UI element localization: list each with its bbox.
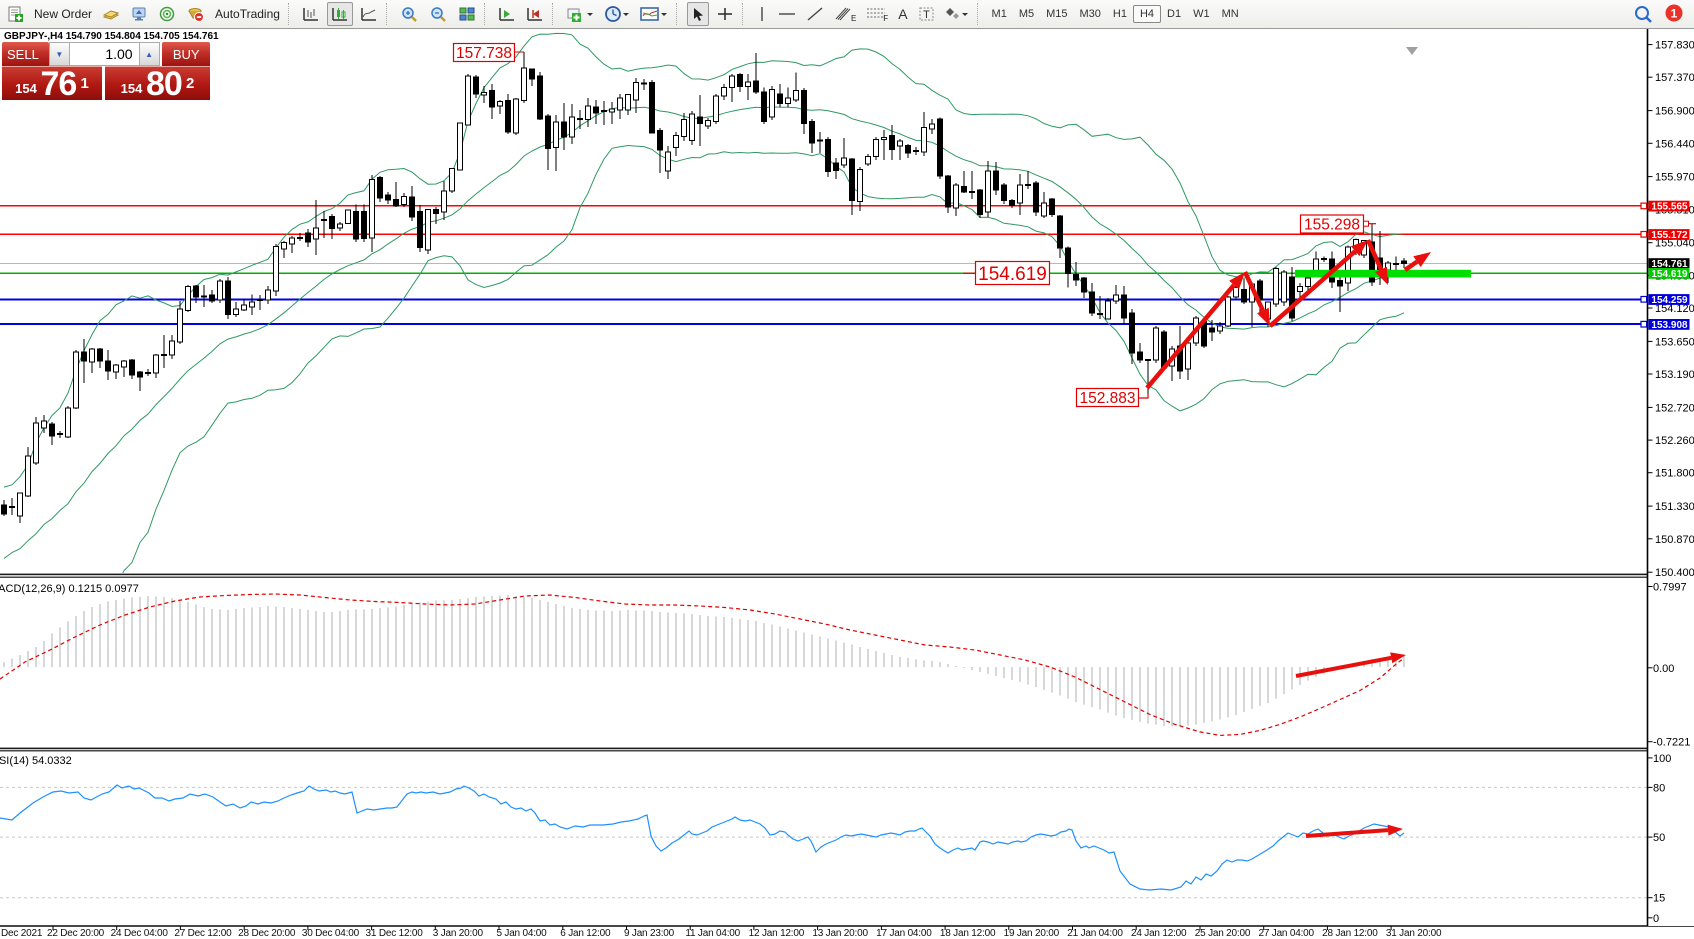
svg-text:6 Jan 12:00: 6 Jan 12:00 xyxy=(560,928,611,939)
svg-text:157.370: 157.370 xyxy=(1655,72,1694,84)
svg-text:24 Dec 04:00: 24 Dec 04:00 xyxy=(111,928,169,939)
svg-text:156.440: 156.440 xyxy=(1655,138,1694,150)
svg-text:154.761: 154.761 xyxy=(1651,259,1688,270)
svg-text:5 Jan 04:00: 5 Jan 04:00 xyxy=(496,928,547,939)
svg-text:152.883: 152.883 xyxy=(1079,390,1135,407)
svg-text:3 Jan 20:00: 3 Jan 20:00 xyxy=(433,928,484,939)
svg-text:153.190: 153.190 xyxy=(1655,369,1694,381)
svg-text:9 Jan 23:00: 9 Jan 23:00 xyxy=(624,928,675,939)
svg-text:21 Jan 04:00: 21 Jan 04:00 xyxy=(1067,928,1123,939)
svg-text:155.172: 155.172 xyxy=(1651,230,1688,241)
svg-text:25 Jan 20:00: 25 Jan 20:00 xyxy=(1195,928,1251,939)
svg-text:-0.7221: -0.7221 xyxy=(1653,737,1690,749)
svg-text:27 Jan 04:00: 27 Jan 04:00 xyxy=(1258,928,1314,939)
svg-text:153.650: 153.650 xyxy=(1655,336,1694,348)
svg-text:19 Jan 20:00: 19 Jan 20:00 xyxy=(1004,928,1060,939)
svg-text:22 Dec 20:00: 22 Dec 20:00 xyxy=(47,928,105,939)
svg-text:28 Dec 20:00: 28 Dec 20:00 xyxy=(238,928,296,939)
svg-text:0.7997: 0.7997 xyxy=(1653,582,1687,594)
svg-text:155.970: 155.970 xyxy=(1655,172,1694,184)
svg-text:152.720: 152.720 xyxy=(1655,402,1694,414)
svg-text:Dec 2021: Dec 2021 xyxy=(1,928,43,939)
svg-text:RSI(14) 54.0332: RSI(14) 54.0332 xyxy=(0,755,72,767)
svg-text:GBPJPY-,H4 154.790 154.804 15: GBPJPY-,H4 154.790 154.804 154.705 154.7… xyxy=(4,31,219,42)
svg-text:12 Jan 12:00: 12 Jan 12:00 xyxy=(749,928,805,939)
svg-text:100: 100 xyxy=(1653,753,1671,765)
svg-text:T: T xyxy=(923,9,930,21)
svg-text:MACD(12,26,9) 0.1215 0.0977: MACD(12,26,9) 0.1215 0.0977 xyxy=(0,583,139,595)
svg-text:0.00: 0.00 xyxy=(1653,663,1674,675)
svg-text:155.298: 155.298 xyxy=(1304,217,1360,234)
svg-text:28 Jan 12:00: 28 Jan 12:00 xyxy=(1322,928,1378,939)
svg-text:80: 80 xyxy=(1653,782,1665,794)
svg-text:11 Jan 04:00: 11 Jan 04:00 xyxy=(685,928,740,939)
svg-text:13 Jan 20:00: 13 Jan 20:00 xyxy=(812,928,868,939)
svg-text:24 Jan 12:00: 24 Jan 12:00 xyxy=(1131,928,1187,939)
svg-text:152.260: 152.260 xyxy=(1655,435,1694,447)
svg-text:17 Jan 04:00: 17 Jan 04:00 xyxy=(876,928,932,939)
svg-text:150.400: 150.400 xyxy=(1655,567,1694,579)
svg-text:31 Dec 12:00: 31 Dec 12:00 xyxy=(366,928,424,939)
svg-text:1: 1 xyxy=(1671,7,1678,21)
svg-text:151.330: 151.330 xyxy=(1655,501,1694,513)
svg-text:157.738: 157.738 xyxy=(456,45,512,62)
svg-text:155.040: 155.040 xyxy=(1655,238,1694,250)
svg-text:153.908: 153.908 xyxy=(1651,320,1688,331)
svg-text:30 Dec 04:00: 30 Dec 04:00 xyxy=(302,928,360,939)
svg-text:18 Jan 12:00: 18 Jan 12:00 xyxy=(940,928,996,939)
svg-text:150.870: 150.870 xyxy=(1655,534,1694,546)
svg-text:27 Dec 12:00: 27 Dec 12:00 xyxy=(174,928,232,939)
svg-text:156.900: 156.900 xyxy=(1655,106,1694,118)
svg-text:0: 0 xyxy=(1653,913,1659,925)
svg-text:154.120: 154.120 xyxy=(1655,303,1694,315)
svg-text:154.619: 154.619 xyxy=(1651,269,1688,280)
svg-text:154.619: 154.619 xyxy=(978,264,1047,285)
svg-text:151.800: 151.800 xyxy=(1655,468,1694,480)
svg-text:15: 15 xyxy=(1653,893,1665,905)
svg-text:50: 50 xyxy=(1653,832,1665,844)
svg-text:155.565: 155.565 xyxy=(1651,202,1688,213)
svg-text:154.259: 154.259 xyxy=(1651,295,1688,306)
svg-text:157.830: 157.830 xyxy=(1655,40,1694,52)
svg-text:31 Jan 20:00: 31 Jan 20:00 xyxy=(1386,928,1442,939)
